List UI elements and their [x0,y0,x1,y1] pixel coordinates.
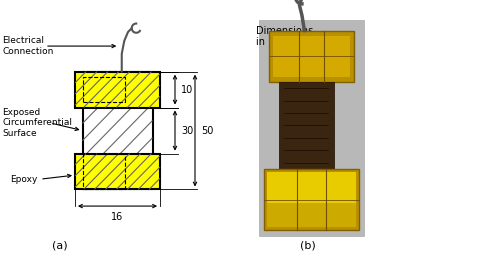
Text: 16: 16 [112,212,124,222]
Text: Electrical
Connection: Electrical Connection [2,36,54,56]
Text: (a): (a) [52,241,68,251]
Bar [279,82,334,169]
Text: 50: 50 [201,125,213,136]
Bar [259,20,364,236]
Text: Dimensions
in mm: Dimensions in mm [256,26,314,47]
Text: (b): (b) [300,241,316,251]
Bar [266,172,356,203]
Bar [269,31,354,82]
Text: Epoxy: Epoxy [10,175,38,184]
Text: 30: 30 [181,125,194,136]
Bar [82,72,152,189]
Text: Exposed
Circumferential
Surface: Exposed Circumferential Surface [2,108,72,138]
Bar [264,169,359,230]
Bar [266,172,356,227]
Bar [75,154,160,189]
Bar [82,154,125,189]
Bar [82,77,125,102]
Bar [75,72,160,108]
Text: 10: 10 [181,84,194,95]
Bar [273,36,349,77]
